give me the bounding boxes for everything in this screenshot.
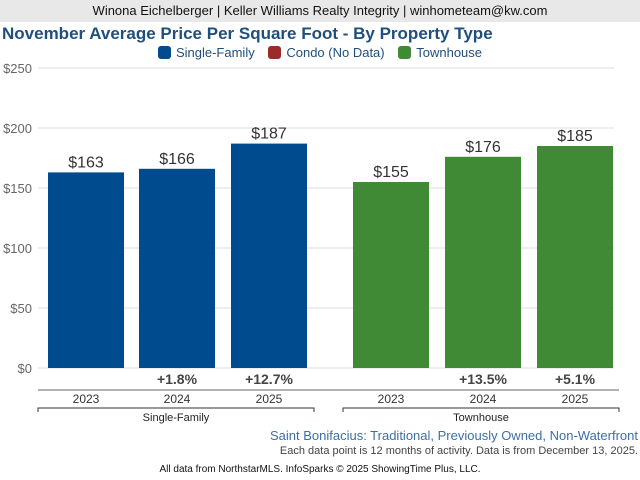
chart-legend: Single-Family Condo (No Data) Townhouse	[0, 45, 640, 60]
legend-swatch-townhouse	[398, 46, 412, 59]
change-label: +5.1%	[555, 371, 596, 387]
copyright-notice: All data from NorthstarMLS. InfoSparks ©…	[159, 464, 481, 475]
data-note: Each data point is 12 months of activity…	[279, 445, 638, 457]
legend-swatch-condo	[268, 46, 282, 59]
bar-value-label: $155	[373, 164, 409, 181]
change-label: +13.5%	[459, 371, 507, 387]
bar	[231, 143, 307, 368]
legend-label: Condo (No Data)	[286, 45, 385, 60]
legend-item-single-family[interactable]: Single-Family	[157, 45, 255, 60]
y-tick-label: $50	[10, 301, 32, 316]
chart-title: November Average Price Per Square Foot -…	[2, 24, 493, 43]
bar-value-label: $185	[557, 128, 593, 145]
y-tick-label: $100	[3, 241, 32, 256]
change-label: +1.8%	[157, 371, 198, 387]
group-bracket	[37, 407, 315, 412]
y-tick-label: $200	[3, 121, 32, 136]
bar-value-label: $163	[68, 154, 104, 171]
bar	[537, 146, 613, 368]
legend-item-townhouse[interactable]: Townhouse	[398, 45, 482, 60]
agent-info-bar: Winona Eichelberger | Keller Williams Re…	[0, 0, 640, 22]
legend-item-condo[interactable]: Condo (No Data)	[268, 45, 385, 60]
bar-value-label: $176	[465, 139, 501, 156]
group-bracket	[342, 407, 620, 412]
legend-label: Townhouse	[416, 45, 483, 60]
x-tick-label: 2023	[378, 392, 405, 406]
bar	[48, 172, 124, 368]
bar-value-label: $187	[251, 126, 287, 143]
x-tick-label: 2024	[164, 392, 191, 406]
y-tick-label: $150	[3, 181, 32, 196]
legend-swatch-single-family	[157, 46, 171, 59]
bar	[445, 156, 521, 368]
change-label: +12.7%	[245, 371, 293, 387]
x-tick-label: 2025	[256, 392, 283, 406]
y-tick-label: $250	[3, 61, 32, 76]
x-tick-label: 2025	[562, 392, 589, 406]
group-label: Single-Family	[143, 412, 210, 424]
bar	[139, 168, 215, 368]
y-tick-label: $0	[18, 361, 32, 376]
bar-value-label: $166	[159, 151, 195, 168]
x-tick-label: 2023	[73, 392, 100, 406]
bar	[353, 182, 429, 368]
x-tick-label: 2024	[470, 392, 497, 406]
group-label: Townhouse	[453, 412, 509, 424]
area-filter-label: Saint Bonifacius: Traditional, Previousl…	[269, 428, 638, 443]
legend-label: Single-Family	[175, 45, 255, 60]
